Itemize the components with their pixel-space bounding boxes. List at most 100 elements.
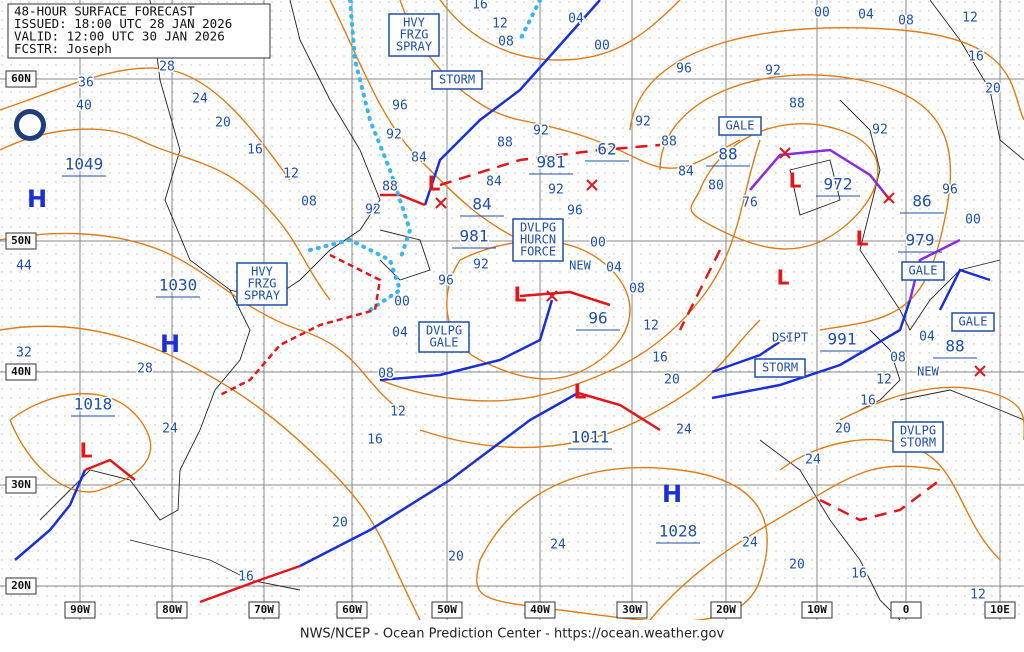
warning-box bbox=[718, 116, 762, 136]
lat-label-box bbox=[5, 70, 37, 88]
warning-text: DVLPG bbox=[520, 221, 556, 235]
isobar-label: 04 bbox=[606, 261, 622, 276]
isobar-label: 96 bbox=[567, 204, 583, 219]
isobar-label: 00 bbox=[965, 213, 981, 228]
central-pressure: 1011 bbox=[571, 428, 610, 447]
isobar-label: 16 bbox=[860, 394, 876, 409]
lon-label: 10E bbox=[990, 603, 1010, 616]
isobar-label: 84 bbox=[486, 175, 502, 190]
isobar-label: 12 bbox=[970, 588, 986, 603]
isobar-label: 44 bbox=[16, 259, 32, 274]
isobar-label: 12 bbox=[643, 319, 659, 334]
isobar-label: 00 bbox=[394, 295, 410, 310]
low-symbol: L bbox=[789, 169, 802, 193]
isobar-label: 08 bbox=[890, 351, 906, 366]
central-pressure: 1028 bbox=[659, 522, 698, 541]
isobar-label: 04 bbox=[858, 8, 874, 23]
isobar-label: 16 bbox=[367, 433, 383, 448]
forecast-note: NEW bbox=[569, 259, 591, 273]
lat-label: 60N bbox=[11, 72, 31, 85]
header-line: 48-HOUR SURFACE FORECAST bbox=[14, 4, 195, 19]
isobar-label: 96 bbox=[438, 274, 454, 289]
lon-label-box bbox=[156, 601, 188, 619]
lon-label-box bbox=[524, 601, 556, 619]
central-pressure: 88 bbox=[718, 145, 737, 164]
warning-text: FRZG bbox=[400, 28, 429, 42]
low-symbol: L bbox=[428, 172, 441, 196]
isobar-label: 32 bbox=[16, 346, 32, 361]
isobar-label: 20 bbox=[789, 558, 805, 573]
warning-text: SPRAY bbox=[244, 289, 281, 303]
central-pressure: 991 bbox=[828, 330, 857, 349]
isobar-label: 92 bbox=[533, 124, 549, 139]
lon-label: 50W bbox=[437, 603, 457, 616]
lat-label-box bbox=[5, 577, 37, 595]
lon-label-box bbox=[801, 601, 833, 619]
lat-label: 40N bbox=[11, 365, 31, 378]
warning-box bbox=[431, 70, 483, 90]
isobar-label: 92 bbox=[548, 183, 564, 198]
warning-text: FORCE bbox=[520, 245, 556, 259]
isobar-label: 08 bbox=[301, 195, 317, 210]
isobar-label: 12 bbox=[962, 11, 978, 26]
isobar-label: 12 bbox=[283, 167, 299, 182]
isobar-label: 88 bbox=[661, 135, 677, 150]
isobar-label: 24 bbox=[550, 538, 566, 553]
warning-text: HVY bbox=[251, 265, 273, 279]
isobar-label: 84 bbox=[411, 151, 427, 166]
warning-text: STORM bbox=[762, 361, 798, 375]
isobar-label: 12 bbox=[390, 405, 406, 420]
isobar-label: 36 bbox=[78, 76, 94, 91]
isobar-label: 24 bbox=[162, 422, 178, 437]
lon-label: 60W bbox=[342, 603, 362, 616]
warning-text: SPRAY bbox=[396, 40, 433, 54]
isobar-label: 88 bbox=[789, 97, 805, 112]
isobar-label: 00 bbox=[590, 236, 606, 251]
central-pressure: 979 bbox=[906, 231, 935, 250]
warning-text: HVY bbox=[403, 16, 425, 30]
isobar-label: 12 bbox=[876, 373, 892, 388]
central-pressure: 981 bbox=[537, 153, 566, 172]
lon-label-box bbox=[431, 601, 463, 619]
lon-label: 0 bbox=[903, 603, 910, 616]
lon-label-box bbox=[64, 601, 96, 619]
lon-label-box bbox=[710, 601, 742, 619]
isobar-label: 20 bbox=[448, 550, 464, 565]
noaa-logo bbox=[14, 109, 46, 141]
low-symbol: L bbox=[777, 266, 790, 290]
warning-box bbox=[388, 13, 440, 57]
isobar-label: 92 bbox=[765, 64, 781, 79]
isobar-label: 28 bbox=[137, 362, 153, 377]
isobar-label: 20 bbox=[332, 516, 348, 531]
lon-label: 80W bbox=[162, 603, 182, 616]
warning-box bbox=[892, 421, 944, 453]
low-symbol: L bbox=[514, 283, 527, 307]
warning-box bbox=[951, 312, 995, 332]
isobar-label: 20 bbox=[985, 82, 1001, 97]
footer-background bbox=[0, 620, 1024, 652]
forecast-note: DSIPT bbox=[772, 331, 808, 345]
header-line: ISSUED: 18:00 UTC 28 JAN 2026 bbox=[14, 16, 232, 31]
warning-text: DVLPG bbox=[900, 424, 936, 438]
warning-text: DVLPG bbox=[426, 324, 462, 338]
isobar-label: 04 bbox=[568, 12, 584, 27]
isobar-label: 08 bbox=[498, 35, 514, 50]
isobar-label: 00 bbox=[814, 6, 830, 21]
isobar-label: 16 bbox=[247, 143, 263, 158]
isobar-label: 96 bbox=[942, 183, 958, 198]
high-symbol: H bbox=[662, 480, 682, 508]
lon-label-box bbox=[890, 601, 922, 619]
lat-label: 30N bbox=[11, 478, 31, 491]
isobar-label: 24 bbox=[742, 536, 758, 551]
isobar-label: 24 bbox=[805, 453, 821, 468]
lat-label: 20N bbox=[11, 579, 31, 592]
warning-text: GALE bbox=[726, 119, 755, 133]
map-dots bbox=[0, 0, 1024, 620]
lon-label: 90W bbox=[70, 603, 90, 616]
forecast-note: NEW bbox=[917, 365, 939, 379]
lon-label-box bbox=[248, 601, 280, 619]
isobar-label: 92 bbox=[635, 115, 651, 130]
isobar-label: 24 bbox=[676, 423, 692, 438]
isobar-label: 80 bbox=[708, 179, 724, 194]
